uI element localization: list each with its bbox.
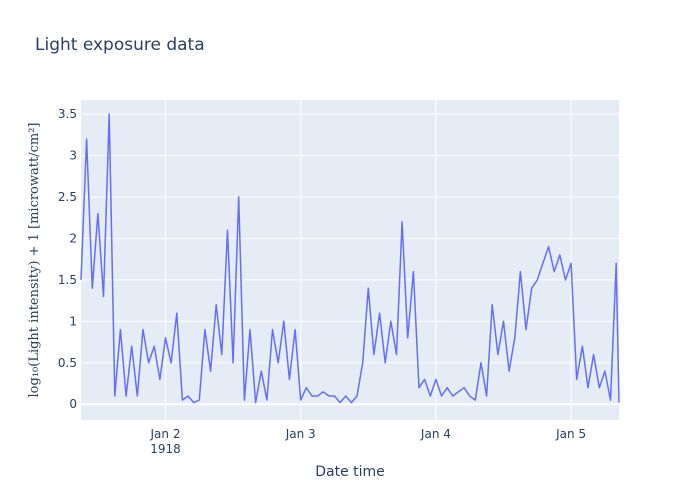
y-tick-label: 2.5	[58, 190, 77, 204]
y-tick-label: 1	[69, 314, 77, 328]
x-tick-label: Jan 2 1918	[150, 427, 181, 456]
y-tick-label: 1.5	[58, 273, 77, 287]
y-tick-label: 0.5	[58, 356, 77, 370]
data-line	[80, 113, 620, 404]
plot-area	[81, 100, 619, 420]
y-tick-label: 2	[69, 231, 77, 245]
x-tick-label: Jan 3	[285, 427, 316, 441]
y-tick-label: 3.5	[58, 107, 77, 121]
x-tick-label: Jan 5	[555, 427, 586, 441]
x-tick-label: Jan 4	[420, 427, 451, 441]
x-axis-label: Date time	[315, 464, 385, 480]
y-tick-label: 3	[69, 149, 77, 163]
y-axis-label: log₁₀(Light intensity) + 1 [microwatt/cm…	[27, 123, 42, 398]
y-tick-label: 0	[69, 397, 77, 411]
chart-title: Light exposure data	[35, 35, 205, 55]
